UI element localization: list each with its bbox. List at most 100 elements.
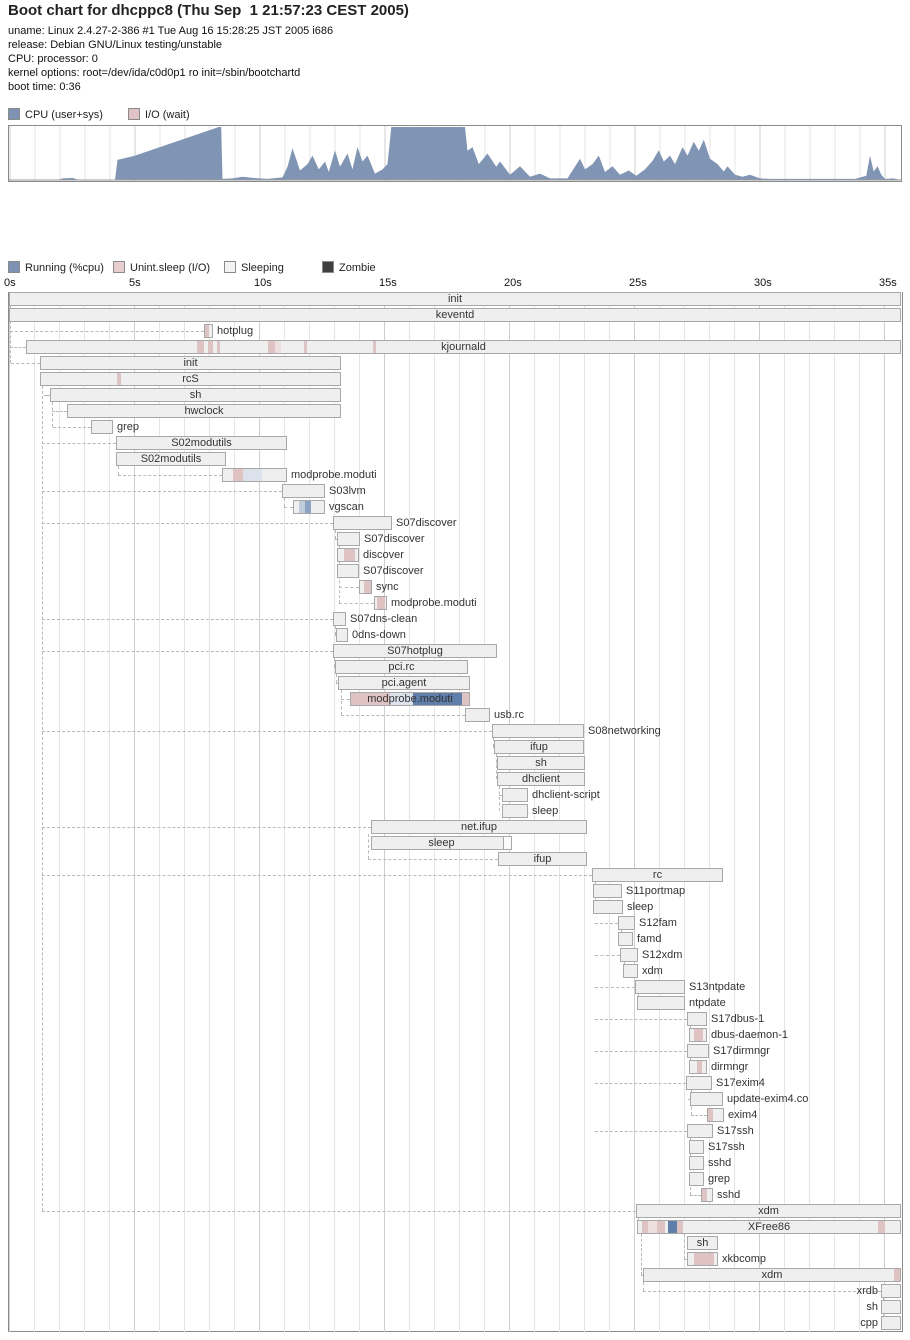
process-label: S17exim4 [716,1077,765,1089]
process-tree-connector [684,1234,685,1259]
gantt-gridline [284,292,285,1332]
axis-tick-label: 10s [254,277,272,289]
gantt-gridline [309,292,310,1332]
process-tree-connector [335,635,336,636]
process-tree-connector [334,667,335,668]
process-label: S17ssh [717,1125,754,1137]
process-bar [687,1012,707,1026]
process-bar [371,820,587,834]
gantt-gridline [609,292,610,1332]
process-bar [494,740,584,754]
process-label: rcS [182,373,199,385]
gantt-gridline [484,292,485,1332]
process-label: grep [117,421,140,433]
gantt-gridline [809,292,810,1332]
process-bar [620,948,638,962]
process-tree-connector [643,1291,881,1292]
process-state-segment [243,469,262,481]
gantt-gridline [209,292,210,1332]
process-tree-connector [690,1115,707,1116]
axis-tick-label: 35s [879,277,897,289]
process-label: dhclient [522,773,560,785]
process-label: ifup [533,853,552,865]
gantt-gridline [159,292,160,1332]
process-bar [707,1108,724,1122]
process-state-segment [390,693,413,705]
process-bar [337,564,359,578]
process-bar [116,436,287,450]
process-tree-connector [42,875,592,876]
cpu-usage-area [10,127,903,180]
process-label: init [183,357,198,369]
axis-tick-label: 15s [379,277,397,289]
proc-legend-swatch [224,261,236,273]
gantt-gridline [634,292,635,1332]
process-tree-connector [42,827,371,828]
process-tree-connector [9,306,11,363]
process-label: discover [363,549,404,561]
process-label: net.ifup [460,821,498,833]
process-tree-connector [594,1131,687,1132]
process-tree-connector [493,747,494,748]
process-tree-connector [42,1211,636,1212]
process-tree-connector [368,859,498,860]
process-tree-connector [335,539,337,540]
process-gantt-chart: init keventd hotplug kjournald init rcS sh hwcl… [0,292,910,1332]
process-tree-connector [499,786,500,811]
axis-tick-label: 30s [754,277,772,289]
gantt-gridline [884,292,885,1332]
process-tree-connector [42,731,492,732]
process-label: sleep [627,901,654,913]
process-label: sleep [428,837,455,849]
process-state-segment [205,325,209,337]
gantt-gridline [434,292,435,1332]
process-bar [701,1188,713,1202]
process-state-segment [344,549,355,561]
process-state-segment [648,1221,657,1233]
gantt-gridline [9,292,10,1332]
process-bar [687,1252,718,1266]
process-bar [337,548,359,562]
gantt-gridline [534,292,535,1332]
process-bar [498,852,587,866]
cpu-usage-chart [8,125,903,182]
process-bar [687,1124,713,1138]
process-bar [686,1076,712,1090]
process-label: grep [708,1173,731,1185]
process-label: usb.rc [494,709,524,721]
cpu-area-chart [9,126,903,181]
proc-legend-label: Zombie [339,262,376,274]
process-state-segment [268,341,275,353]
process-label: S12xdm [642,949,683,961]
process-tree-connector [284,498,285,507]
process-label: vgscan [329,501,364,513]
axis-tick-label: 0s [4,277,16,289]
process-bar [116,452,226,466]
process-label: sshd [708,1157,732,1169]
process-tree-connector [594,1019,687,1020]
axis-tick-label: 20s [504,277,522,289]
process-state-segment [305,501,311,513]
process-label: sh [189,389,202,401]
gantt-gridline [709,292,710,1332]
gantt-gridline [734,292,735,1332]
process-label: S17ssh [708,1141,745,1153]
process-bar [336,628,348,642]
process-bar [689,1156,704,1170]
process-bar [338,676,470,690]
process-bar [492,724,584,738]
process-tree-connector [594,1083,686,1084]
system-info-line: uname: Linux 2.4.27-2-386 #1 Tue Aug 16 … [8,25,334,37]
process-label: dirmngr [711,1061,749,1073]
cpu-legend-label: I/O (wait) [145,109,190,121]
cpu-legend-item: CPU (user+sys) [8,108,103,121]
process-label: sshd [717,1189,741,1201]
process-tree-connector [10,363,40,364]
process-tree-connector [118,466,119,475]
process-state-segment [197,341,204,353]
process-tree-connector [42,523,333,524]
proc-legend-item: Zombie [322,261,376,274]
process-bar [204,324,213,338]
gantt-gridline [384,292,385,1332]
cpu-legend-swatch [128,108,140,120]
